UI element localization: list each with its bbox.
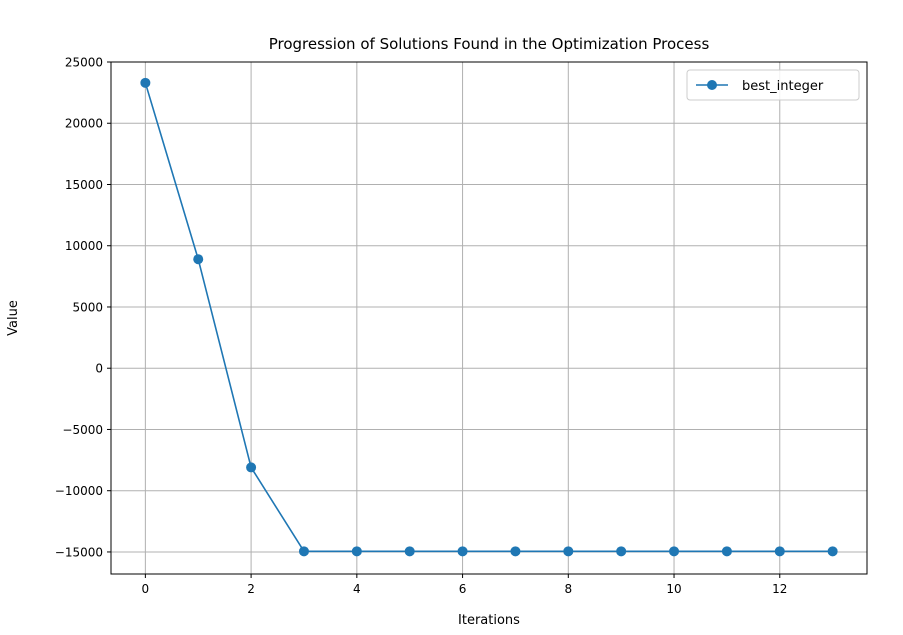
data-point [721,546,732,557]
series-layer [140,77,838,557]
x-tick-label: 12 [772,582,787,596]
y-tick-label: 0 [95,362,103,376]
y-tick-label: 5000 [72,300,103,314]
data-point [510,546,521,557]
data-point [193,254,204,265]
legend-label: best_integer [742,79,824,94]
data-point [298,546,309,557]
data-point [404,546,415,557]
x-axis-label: Iterations [458,613,520,628]
data-point [827,546,838,557]
data-point [457,546,468,557]
y-axis-label: Value [6,300,21,336]
y-tick-label: −5000 [62,423,103,437]
grid-lines [111,61,867,574]
data-point [246,462,257,473]
y-tick-label: 10000 [65,239,103,253]
y-tick-label: −15000 [55,545,103,559]
x-tick-label: 10 [666,582,681,596]
chart-title: Progression of Solutions Found in the Op… [269,35,710,53]
y-tick-label: 15000 [65,178,103,192]
data-point [669,546,680,557]
series-line [144,82,833,553]
x-tick-label: 4 [353,582,361,596]
x-tick-label: 6 [459,582,467,596]
data-point [140,77,151,88]
plot-frame [110,61,868,575]
data-point [774,546,785,557]
data-point [351,546,362,557]
y-tick-label: −10000 [55,484,103,498]
y-tick-label: 25000 [65,56,103,70]
legend-box [686,69,860,101]
x-tick-label: 0 [142,582,150,596]
x-tick-label: 8 [564,582,572,596]
y-tick-label: 20000 [65,117,103,131]
axis-ticks: 0 2 4 6 8 10 12 −15000 −10000 −5000 0 5000 10000 1500… [55,56,788,597]
legend-marker-swatch [707,80,717,90]
x-tick-label: 2 [247,582,255,596]
data-point [616,546,627,557]
data-point [563,546,574,557]
legend: best_integer [686,69,860,101]
